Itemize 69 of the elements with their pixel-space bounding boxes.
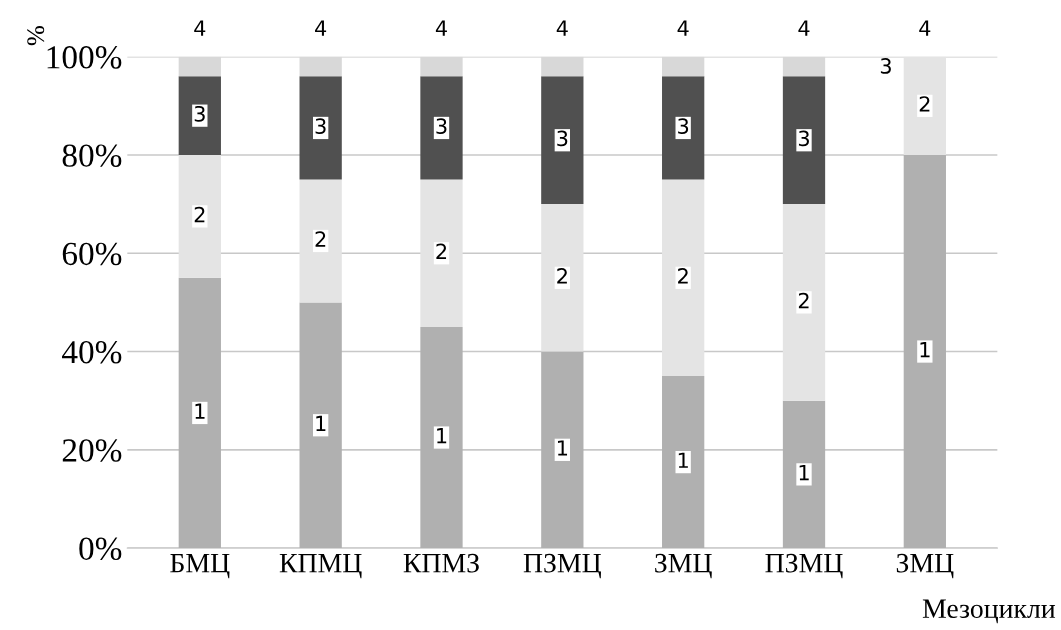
bar bbox=[299, 56, 342, 77]
bar bbox=[541, 76, 584, 205]
text: 1 bbox=[557, 440, 568, 456]
y-tick-label: 80% bbox=[62, 144, 122, 167]
text: 4 bbox=[435, 20, 447, 36]
bar bbox=[782, 76, 826, 205]
x-axis-title: Мезоцикли bbox=[922, 599, 1056, 624]
series-label: 4 bbox=[194, 20, 206, 36]
text: 3 bbox=[315, 118, 326, 134]
bar bbox=[299, 76, 342, 180]
bar bbox=[178, 56, 221, 77]
text: 1 bbox=[316, 415, 326, 431]
bar bbox=[178, 277, 221, 549]
x-tick-label: КПМЦ bbox=[279, 554, 362, 579]
y-tick-label: 0% bbox=[79, 537, 122, 561]
series-label: 3 bbox=[436, 118, 447, 134]
bar bbox=[662, 56, 705, 77]
text: 4 bbox=[919, 20, 931, 36]
bar bbox=[541, 351, 584, 549]
bar bbox=[420, 326, 463, 549]
bar bbox=[541, 204, 584, 352]
text: 2 bbox=[678, 268, 688, 284]
bar bbox=[662, 179, 705, 377]
x-tick-label: ПЗМЦ bbox=[523, 553, 601, 579]
x-tick-label: ЗМЦ bbox=[896, 553, 954, 579]
bar bbox=[299, 302, 342, 549]
text: 1 bbox=[799, 464, 809, 481]
bar bbox=[178, 76, 221, 155]
y-tick-label: 100% bbox=[47, 46, 122, 69]
y-axis-title: % bbox=[27, 26, 45, 46]
bar bbox=[782, 56, 826, 77]
x-tick-label: БМЦ bbox=[170, 554, 230, 579]
text: 1 bbox=[437, 428, 447, 444]
bar bbox=[420, 56, 463, 77]
text: 4 bbox=[315, 20, 327, 36]
y-tick-label: 40% bbox=[62, 340, 122, 364]
bar bbox=[299, 179, 342, 303]
bar bbox=[903, 56, 946, 155]
series-label: 1 bbox=[678, 452, 688, 468]
text: 4 bbox=[798, 20, 810, 36]
bar bbox=[662, 376, 705, 549]
bar bbox=[662, 76, 705, 180]
text: 1 bbox=[920, 342, 930, 358]
bar bbox=[420, 76, 463, 180]
bar bbox=[782, 400, 826, 549]
text: 3 bbox=[798, 130, 809, 147]
text: 4 bbox=[677, 20, 689, 36]
text: 4 bbox=[556, 20, 568, 36]
bar bbox=[541, 56, 584, 77]
x-tick-label: ЗМЦ bbox=[655, 553, 712, 579]
series-label: 2 bbox=[436, 243, 447, 260]
y-tick-label: 20% bbox=[62, 439, 122, 462]
text: 2 bbox=[919, 96, 930, 112]
text: 3 bbox=[194, 105, 205, 122]
text: 3 bbox=[678, 118, 689, 134]
x-tick-label: КПМЗ bbox=[403, 553, 479, 573]
text: 2 bbox=[315, 231, 326, 247]
x-tick-label: ПЗМЦ bbox=[765, 553, 843, 579]
bar bbox=[782, 204, 826, 401]
text: 1 bbox=[195, 403, 205, 419]
y-tick-label: 60% bbox=[62, 242, 122, 266]
bar bbox=[420, 179, 463, 327]
text: 2 bbox=[557, 268, 567, 284]
bar bbox=[903, 154, 946, 549]
bar bbox=[178, 154, 221, 278]
text: 3 bbox=[557, 130, 568, 147]
text: 3 bbox=[880, 58, 891, 74]
text: 2 bbox=[798, 292, 809, 309]
text: 2 bbox=[194, 206, 205, 223]
